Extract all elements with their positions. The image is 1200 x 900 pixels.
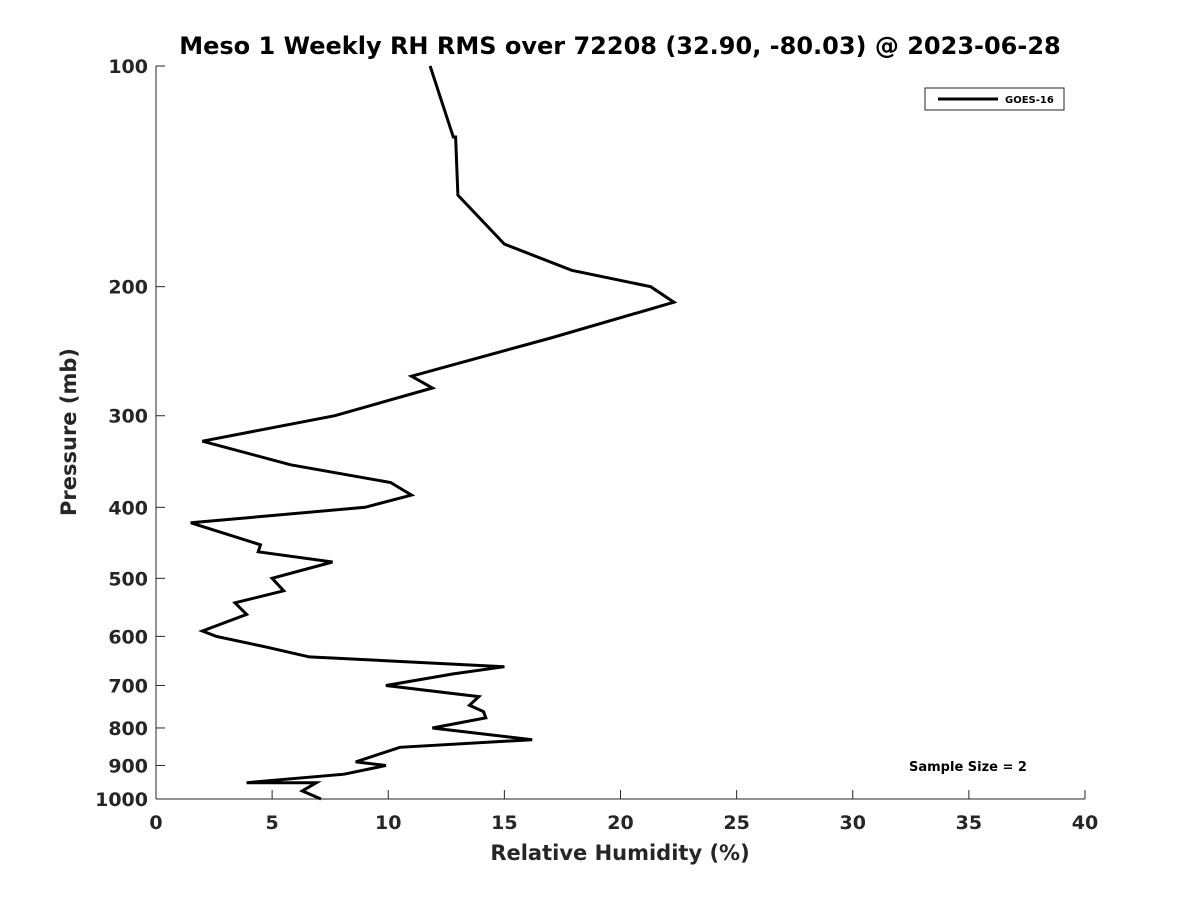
y-tick-label: 200 (108, 277, 148, 299)
sample-size-annotation: Sample Size = 2 (909, 760, 1027, 775)
legend: GOES-16 (924, 87, 1065, 111)
legend-label-goes-16: GOES-16 (1005, 95, 1054, 106)
y-tick-label: 100 (108, 56, 148, 78)
series-layer (190, 65, 678, 801)
y-axis-label: Pressure (mb) (57, 348, 81, 516)
y-tick-label: 900 (108, 755, 148, 777)
x-tick-label: 35 (956, 812, 982, 834)
y-tick-label: 500 (108, 568, 148, 590)
y-tick-label: 600 (108, 626, 148, 648)
y-tick-label: 700 (108, 675, 148, 697)
x-tick-label: 15 (491, 812, 517, 834)
y-tick-label: 1000 (95, 789, 148, 811)
x-tick-label: 5 (266, 812, 279, 834)
x-tick-label: 0 (149, 812, 162, 834)
x-tick-label: 20 (607, 812, 633, 834)
x-tick-label: 40 (1072, 812, 1098, 834)
x-axis-label: Relative Humidity (%) (490, 841, 749, 865)
y-axis-ticks: 100 200 300 400 500 600 700 800 900 1000 (95, 56, 165, 811)
y-tick-label: 800 (108, 718, 148, 740)
x-tick-label: 25 (723, 812, 749, 834)
x-tick-label: 10 (375, 812, 401, 834)
series-line-goes-16 (190, 65, 678, 801)
y-tick-label: 400 (108, 497, 148, 519)
x-tick-label: 30 (840, 812, 866, 834)
x-axis-ticks: 0 5 10 15 20 25 30 35 40 (149, 790, 1098, 834)
y-tick-label: 300 (108, 406, 148, 428)
chart-title: Meso 1 Weekly RH RMS over 72208 (32.90, … (179, 32, 1061, 60)
